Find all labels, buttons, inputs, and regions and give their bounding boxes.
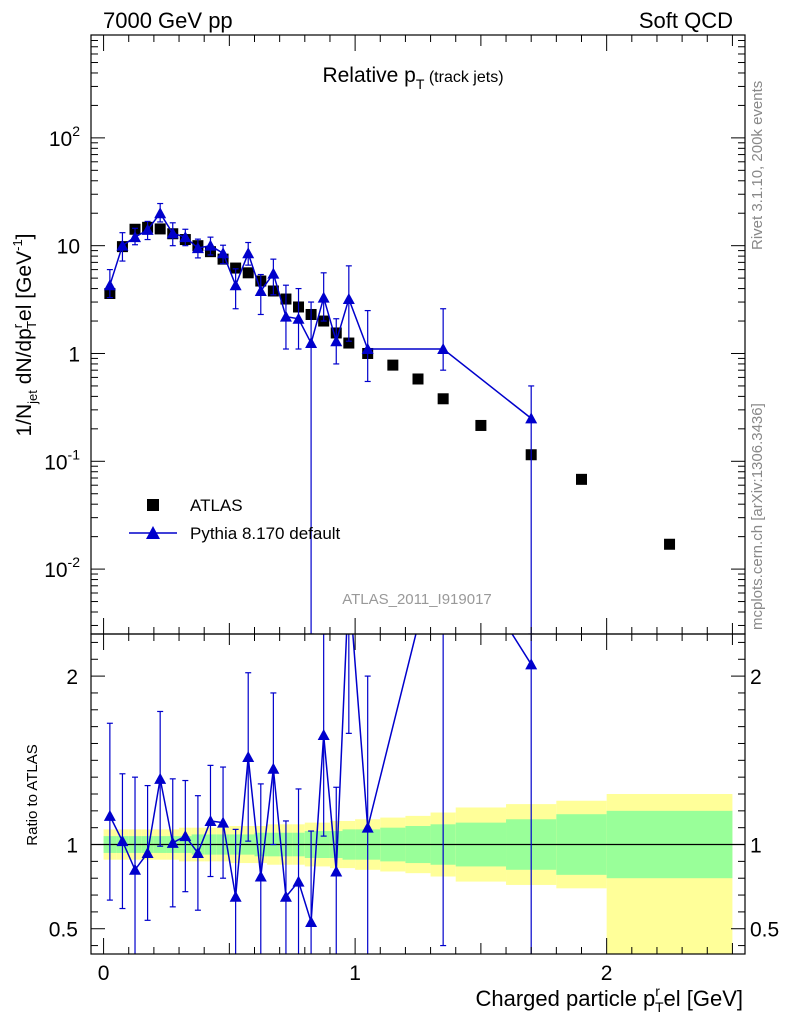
ratio-y-tick-label-right: 1 <box>750 835 762 858</box>
x-tick-label: 0 <box>98 962 110 985</box>
pythia-data-point <box>305 337 318 349</box>
main-y-tick-label: 102 <box>49 123 80 151</box>
pythia-data-point <box>191 242 204 254</box>
ratio-pythia-point <box>129 863 142 875</box>
atlas-data-point <box>576 473 587 485</box>
axes-ticks: 10-2 10-1 1 10 102 0 1 2 0.5 0.5 1 1 2 2 <box>44 34 779 985</box>
atlas-data-point <box>664 538 676 550</box>
ratio-pythia-point <box>154 772 167 784</box>
pythia-data-point <box>166 227 179 239</box>
legend-pythia-marker <box>146 526 160 539</box>
ratio-y-tick-label-right: 2 <box>750 666 762 689</box>
ratio-uncertainty-bands <box>91 794 745 954</box>
source-label: mcplots.cern.ch [arXiv:1306.3436] <box>749 403 766 630</box>
ratio-pythia-point <box>343 576 355 587</box>
plot-title: Relative pT (track jets) <box>322 64 503 92</box>
pythia-data-point <box>103 279 116 291</box>
pythia-data-point <box>525 412 538 424</box>
ratio-pythia-point <box>116 835 129 847</box>
ratio-pythia-point <box>166 836 179 848</box>
plot-title-suffix: (track jets) <box>424 69 503 86</box>
analysis-label: ATLAS_2011_I919017 <box>342 591 492 608</box>
pythia-data-point <box>141 223 154 235</box>
pythia-data-point <box>129 231 142 243</box>
x-tick-label: 2 <box>601 962 613 985</box>
ratio-y-tick-label-left: 0.5 <box>49 919 78 942</box>
main-y-tick-label: 10-2 <box>44 554 80 582</box>
atlas-data-point <box>437 393 449 405</box>
pythia-data-point <box>154 207 167 219</box>
ratio-pythia-point <box>305 916 318 927</box>
ratio-pythia-point <box>292 875 305 887</box>
ratio-y-axis-label: Ratio to ATLAS <box>24 744 41 845</box>
ratio-pythia-point <box>254 870 267 882</box>
ratio-pythia-point <box>229 890 242 902</box>
pythia-data-point <box>179 231 192 243</box>
main-y-tick-label: 1 <box>68 343 80 366</box>
main-y-axis-label: 1/Njet dN/dprTel [GeV-1] <box>10 233 40 436</box>
pythia-data-point <box>292 312 305 324</box>
ratio-pythia-point <box>103 809 116 821</box>
header-left-label: 7000 GeV pp <box>103 8 233 33</box>
plot-title-main: Relative p <box>322 64 415 87</box>
x-tick-label: 1 <box>349 962 361 985</box>
ratio-pythia-point <box>267 762 280 774</box>
legend-pythia-label: Pythia 8.170 default <box>190 524 341 543</box>
ratio-pythia-point <box>361 821 374 833</box>
atlas-data-point <box>242 267 254 279</box>
pythia-data-point <box>279 310 292 322</box>
ratio-pythia-point <box>141 846 154 858</box>
legend-atlas-label: ATLAS <box>190 496 243 515</box>
atlas-data-point <box>387 359 399 371</box>
ratio-pythia-point <box>437 519 449 530</box>
ratio-pythia-point <box>330 865 343 877</box>
pythia-data-point <box>330 335 343 347</box>
legend: ATLAS Pythia 8.170 default <box>129 496 341 543</box>
ratio-y-tick-label-left: 1 <box>66 835 78 858</box>
ratio-pythia-point <box>179 830 192 842</box>
pythia-data-point <box>242 247 255 259</box>
main-y-tick-label: 10-1 <box>44 446 80 474</box>
atlas-data-point <box>230 262 242 274</box>
x-axis-label: Charged particle pr Tel [GeV] <box>476 983 744 1015</box>
pythia-data-point <box>254 284 267 296</box>
main-y-tick-label: 10 <box>57 236 80 259</box>
ratio-pythia-point <box>279 890 292 902</box>
ratio-y-tick-label-right: 0.5 <box>750 919 779 942</box>
pythia-data-point <box>116 239 129 251</box>
rivet-version-label: Rivet 3.1.10, 200k events <box>749 81 766 250</box>
pythia-data-point <box>437 343 450 355</box>
pythia-data-point <box>217 247 230 259</box>
legend-atlas-marker <box>147 499 159 511</box>
atlas-data-point <box>412 373 424 385</box>
main-panel-frame <box>90 34 746 635</box>
ratio-pythia-point <box>525 658 538 670</box>
atlas-data-point <box>154 223 166 235</box>
plot-title-sub: T <box>416 76 425 92</box>
ratio-pythia-point <box>191 846 204 858</box>
pythia-data-point <box>267 267 280 279</box>
ratio-panel-series <box>103 519 538 954</box>
atlas-data-point <box>475 419 487 431</box>
pythia-data-point <box>204 239 217 251</box>
main-panel-series <box>103 202 676 634</box>
pythia-data-point <box>342 293 355 305</box>
ratio-pythia-point <box>242 750 255 762</box>
pythia-data-point <box>361 343 374 355</box>
ratio-pythia-point <box>204 814 217 826</box>
ratio-y-tick-label-left: 2 <box>66 666 78 689</box>
pythia-data-point <box>317 291 330 303</box>
atlas-data-point <box>343 337 355 349</box>
ratio-pythia-point <box>217 816 230 828</box>
ratio-pythia-point <box>317 729 330 741</box>
pythia-data-point <box>229 279 242 291</box>
header-right-label: Soft QCD <box>639 8 733 33</box>
